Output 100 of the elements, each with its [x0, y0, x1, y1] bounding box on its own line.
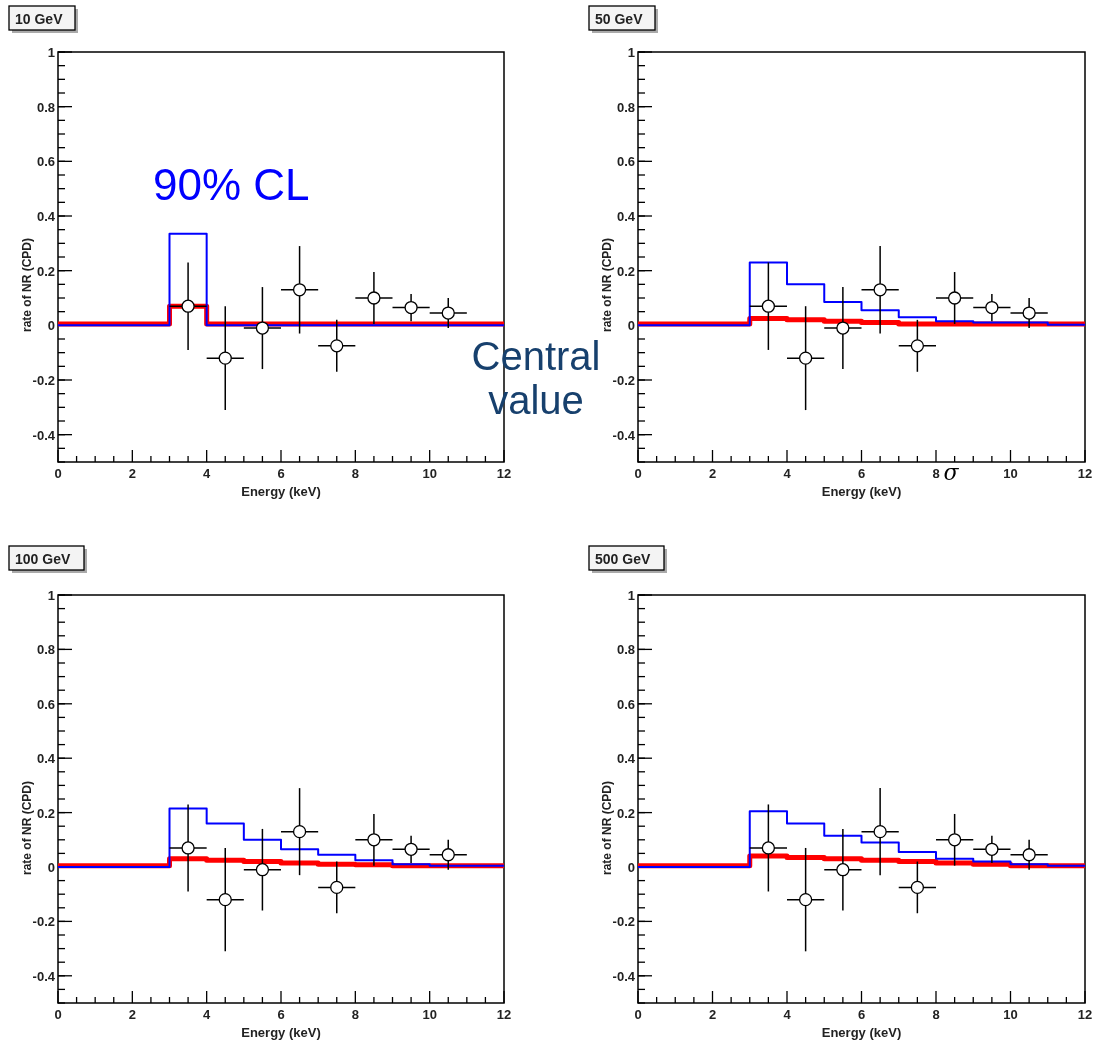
y-tick-label: 0.2	[616, 805, 635, 821]
y-axis-title: rate of NR (CPD)	[600, 237, 614, 332]
x-tick-label: 10	[422, 1007, 437, 1022]
x-tick-label: 12	[496, 1007, 512, 1022]
x-tick-label: 2	[708, 466, 717, 481]
point	[330, 880, 344, 895]
y-tick-label: 0.6	[36, 154, 55, 170]
y-tick-label: -0.4	[612, 968, 636, 984]
chart-title: 100 GeV	[15, 551, 71, 567]
chart-title: 10 GeV	[15, 11, 64, 27]
y-tick-label: 0.2	[616, 263, 635, 279]
y-tick-label: 0	[47, 318, 55, 334]
point	[947, 833, 962, 847]
y-tick-label: 0.4	[616, 209, 636, 224]
point	[985, 300, 999, 315]
x-tick-label: 4	[203, 466, 212, 481]
y-tick-label: 0.4	[36, 751, 56, 767]
point	[255, 863, 270, 877]
annotation: σ	[943, 460, 960, 485]
point	[218, 892, 232, 907]
y-tick-label: 0	[627, 318, 635, 334]
x-tick-label: 4	[203, 1007, 212, 1022]
point	[181, 841, 195, 855]
point	[873, 283, 887, 297]
y-tick-label: 1	[627, 45, 635, 60]
y-tick-label: 0.2	[36, 263, 55, 279]
y-tick-label: 0.6	[616, 154, 635, 170]
y-tick-label: -0.2	[32, 373, 55, 388]
x-tick-label: 2	[708, 1007, 717, 1022]
point	[367, 833, 381, 847]
point	[761, 841, 776, 855]
y-tick-label: -0.4	[32, 968, 56, 984]
y-tick-label: 0.6	[616, 696, 635, 712]
x-tick-label: 4	[783, 466, 792, 481]
chart-title: 50 GeV	[595, 11, 644, 27]
x-tick-label: 4	[783, 1007, 792, 1022]
x-tick-label: 6	[857, 1007, 866, 1022]
y-tick-label: 0	[627, 860, 635, 875]
x-tick-label: 6	[857, 466, 866, 481]
point	[404, 300, 418, 315]
point	[873, 824, 887, 839]
point	[910, 339, 925, 353]
x-tick-label: 8	[351, 1007, 359, 1022]
point	[441, 848, 455, 862]
x-tick-label: 8	[351, 466, 359, 481]
x-tick-label: 6	[277, 1007, 285, 1022]
y-axis-title: rate of NR (CPD)	[20, 237, 34, 332]
point	[1022, 848, 1036, 862]
x-tick-label: 2	[128, 1007, 136, 1022]
point	[985, 842, 999, 856]
y-tick-label: 0.4	[616, 751, 636, 767]
y-axis-title: rate of NR (CPD)	[600, 780, 614, 875]
x-tick-label: 10	[1003, 466, 1018, 481]
x-axis-title: Energy (keV)	[821, 484, 902, 499]
y-tick-label: 1	[47, 588, 55, 603]
y-tick-label: -0.4	[32, 427, 56, 443]
x-tick-label: 2	[128, 466, 136, 481]
x-tick-label: 10	[422, 466, 437, 481]
point	[798, 892, 813, 907]
x-tick-label: 12	[1077, 1007, 1093, 1022]
y-tick-label: 0	[47, 860, 55, 875]
x-tick-label: 12	[1077, 466, 1093, 481]
x-axis-title: Energy (keV)	[821, 1025, 902, 1040]
point	[441, 306, 455, 320]
y-tick-label: 0.8	[616, 99, 635, 115]
point	[330, 339, 344, 353]
x-tick-label: 10	[1003, 1007, 1018, 1022]
point	[255, 321, 270, 335]
x-axis-title: Energy (keV)	[241, 484, 321, 499]
point	[761, 299, 776, 313]
y-tick-label: 1	[627, 588, 635, 603]
point	[292, 283, 307, 297]
y-tick-label: 0.8	[616, 642, 635, 658]
point	[1022, 306, 1036, 320]
y-tick-label: 0.6	[36, 696, 55, 712]
point	[836, 863, 850, 877]
x-tick-label: 6	[277, 466, 285, 481]
x-tick-label: 12	[496, 466, 512, 481]
y-axis-title: rate of NR (CPD)	[20, 780, 34, 875]
point	[836, 321, 850, 335]
x-axis-title: Energy (keV)	[241, 1025, 321, 1040]
x-tick-label: 8	[932, 466, 940, 481]
y-tick-label: -0.4	[612, 427, 636, 443]
y-tick-label: 0.2	[36, 805, 55, 821]
point	[947, 291, 962, 305]
point	[181, 299, 195, 313]
y-tick-label: -0.2	[612, 914, 635, 930]
y-tick-label: 0.4	[36, 209, 56, 224]
x-tick-label: 8	[932, 1007, 940, 1022]
y-tick-label: 0.8	[36, 642, 55, 658]
point	[910, 880, 925, 895]
point	[798, 351, 813, 365]
y-tick-label: -0.2	[612, 373, 635, 388]
point	[292, 824, 307, 839]
point	[404, 842, 418, 856]
annotation: 90% CL	[153, 160, 310, 209]
chart-title: 500 GeV	[595, 551, 651, 567]
y-tick-label: 1	[47, 45, 55, 60]
point	[367, 291, 381, 305]
point	[218, 351, 232, 365]
